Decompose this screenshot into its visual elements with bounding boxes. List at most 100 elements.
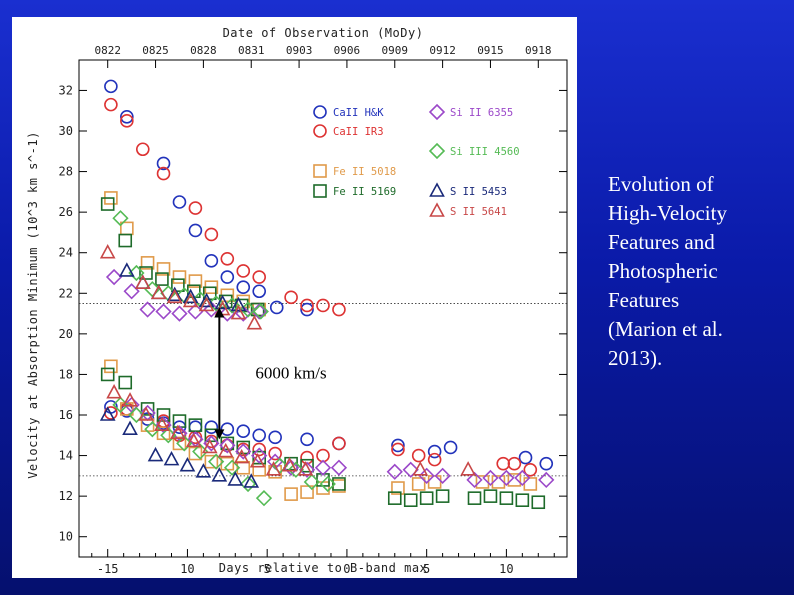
data-point [514,469,531,487]
data-point [230,296,247,312]
data-point [106,384,122,399]
y-tick-label: 18 [59,367,73,381]
caption-line: Features and [608,230,715,254]
data-point [236,264,251,278]
data-point [297,461,314,476]
legend-label: S II 5641 [450,206,507,218]
series-si-ii-6355 [105,268,555,489]
plot-frame [78,59,568,558]
legend-marker [313,105,327,119]
data-point [427,452,442,467]
data-point [166,286,183,302]
legend-marker [313,124,327,138]
data-point [387,491,402,505]
data-point [281,457,298,472]
slide-caption: Evolution of High-Velocity Features and … [608,170,788,373]
data-point [211,467,228,482]
data-point [144,281,161,298]
data-point [507,473,522,487]
data-point [332,302,346,317]
data-point [188,223,203,238]
data-point [99,406,116,421]
data-point [219,437,236,454]
data-point [412,461,429,476]
y-tick-label: 30 [59,124,73,138]
data-point [185,432,202,448]
data-point [172,436,187,451]
legend-entry: Fe II 5169 [313,184,396,198]
data-point [435,489,450,503]
data-point [243,473,260,488]
data-point [319,475,336,493]
data-point [128,264,145,282]
data-point [284,487,298,501]
x-tick-label: 5 [423,562,430,576]
data-point [443,440,458,455]
data-point [498,469,515,487]
x-tick-label: 0 [343,562,350,576]
data-point [255,490,273,507]
data-point [252,284,267,299]
data-point [122,392,138,407]
x-tick-label: -15 [97,562,119,576]
data-point [155,272,169,286]
data-point [246,315,263,330]
top-tick-label: 0825 [142,44,169,57]
data-point [120,110,134,124]
data-point [172,270,187,284]
data-point [188,274,203,288]
caption-line: Photospheric [608,259,718,283]
data-point [411,477,426,491]
data-point [483,489,498,503]
data-point [287,461,305,478]
legend-entry: Fe II 5018 [313,164,396,178]
caption-line: Features [608,288,680,312]
y-tick-label: 22 [59,286,73,300]
data-point [112,210,129,227]
data-point [138,406,154,421]
data-point [201,438,218,454]
data-point [466,471,483,489]
data-point [402,461,419,478]
data-point [217,442,234,458]
data-point [391,438,405,453]
data-point [176,435,193,452]
data-point [104,97,118,112]
data-point [467,491,482,505]
data-point [236,424,251,439]
series-s-ii-5453 [99,262,260,488]
data-point [140,256,155,270]
data-point [249,452,266,468]
data-point [236,280,251,295]
legend-marker [428,142,446,160]
caption-line: (Marion et al. [608,317,723,341]
data-point [300,302,314,317]
data-point [518,450,533,465]
legend-marker [429,202,445,217]
data-point [154,416,170,431]
top-tick-label: 0903 [286,44,313,57]
legend-entry: CaII IR3 [313,124,384,138]
y-tick-label: 14 [59,449,73,463]
data-point [460,461,476,476]
data-point [265,461,282,476]
data-point [230,304,247,320]
legend-label: Fe II 5018 [333,166,396,178]
data-point [156,426,171,441]
data-point [171,278,185,292]
data-point [140,402,155,416]
y-tick-label: 32 [59,83,73,97]
top-tick-label: 0822 [94,44,121,57]
y-tick-label: 12 [59,489,73,503]
y-axis-label: Velocity at Absorption Minimum (10^3 km … [26,131,40,479]
legend-marker [313,164,327,178]
legend-entry: S II 5641 [429,202,507,218]
legend-label: Fe II 5169 [333,186,396,198]
data-point [104,79,118,94]
data-point [427,444,442,459]
legend-entry: Si II 6355 [428,103,513,121]
data-point [118,262,135,277]
data-point [204,454,219,469]
annotation-label: 6000 km/s [255,363,326,382]
top-tick-label: 0909 [382,44,409,57]
